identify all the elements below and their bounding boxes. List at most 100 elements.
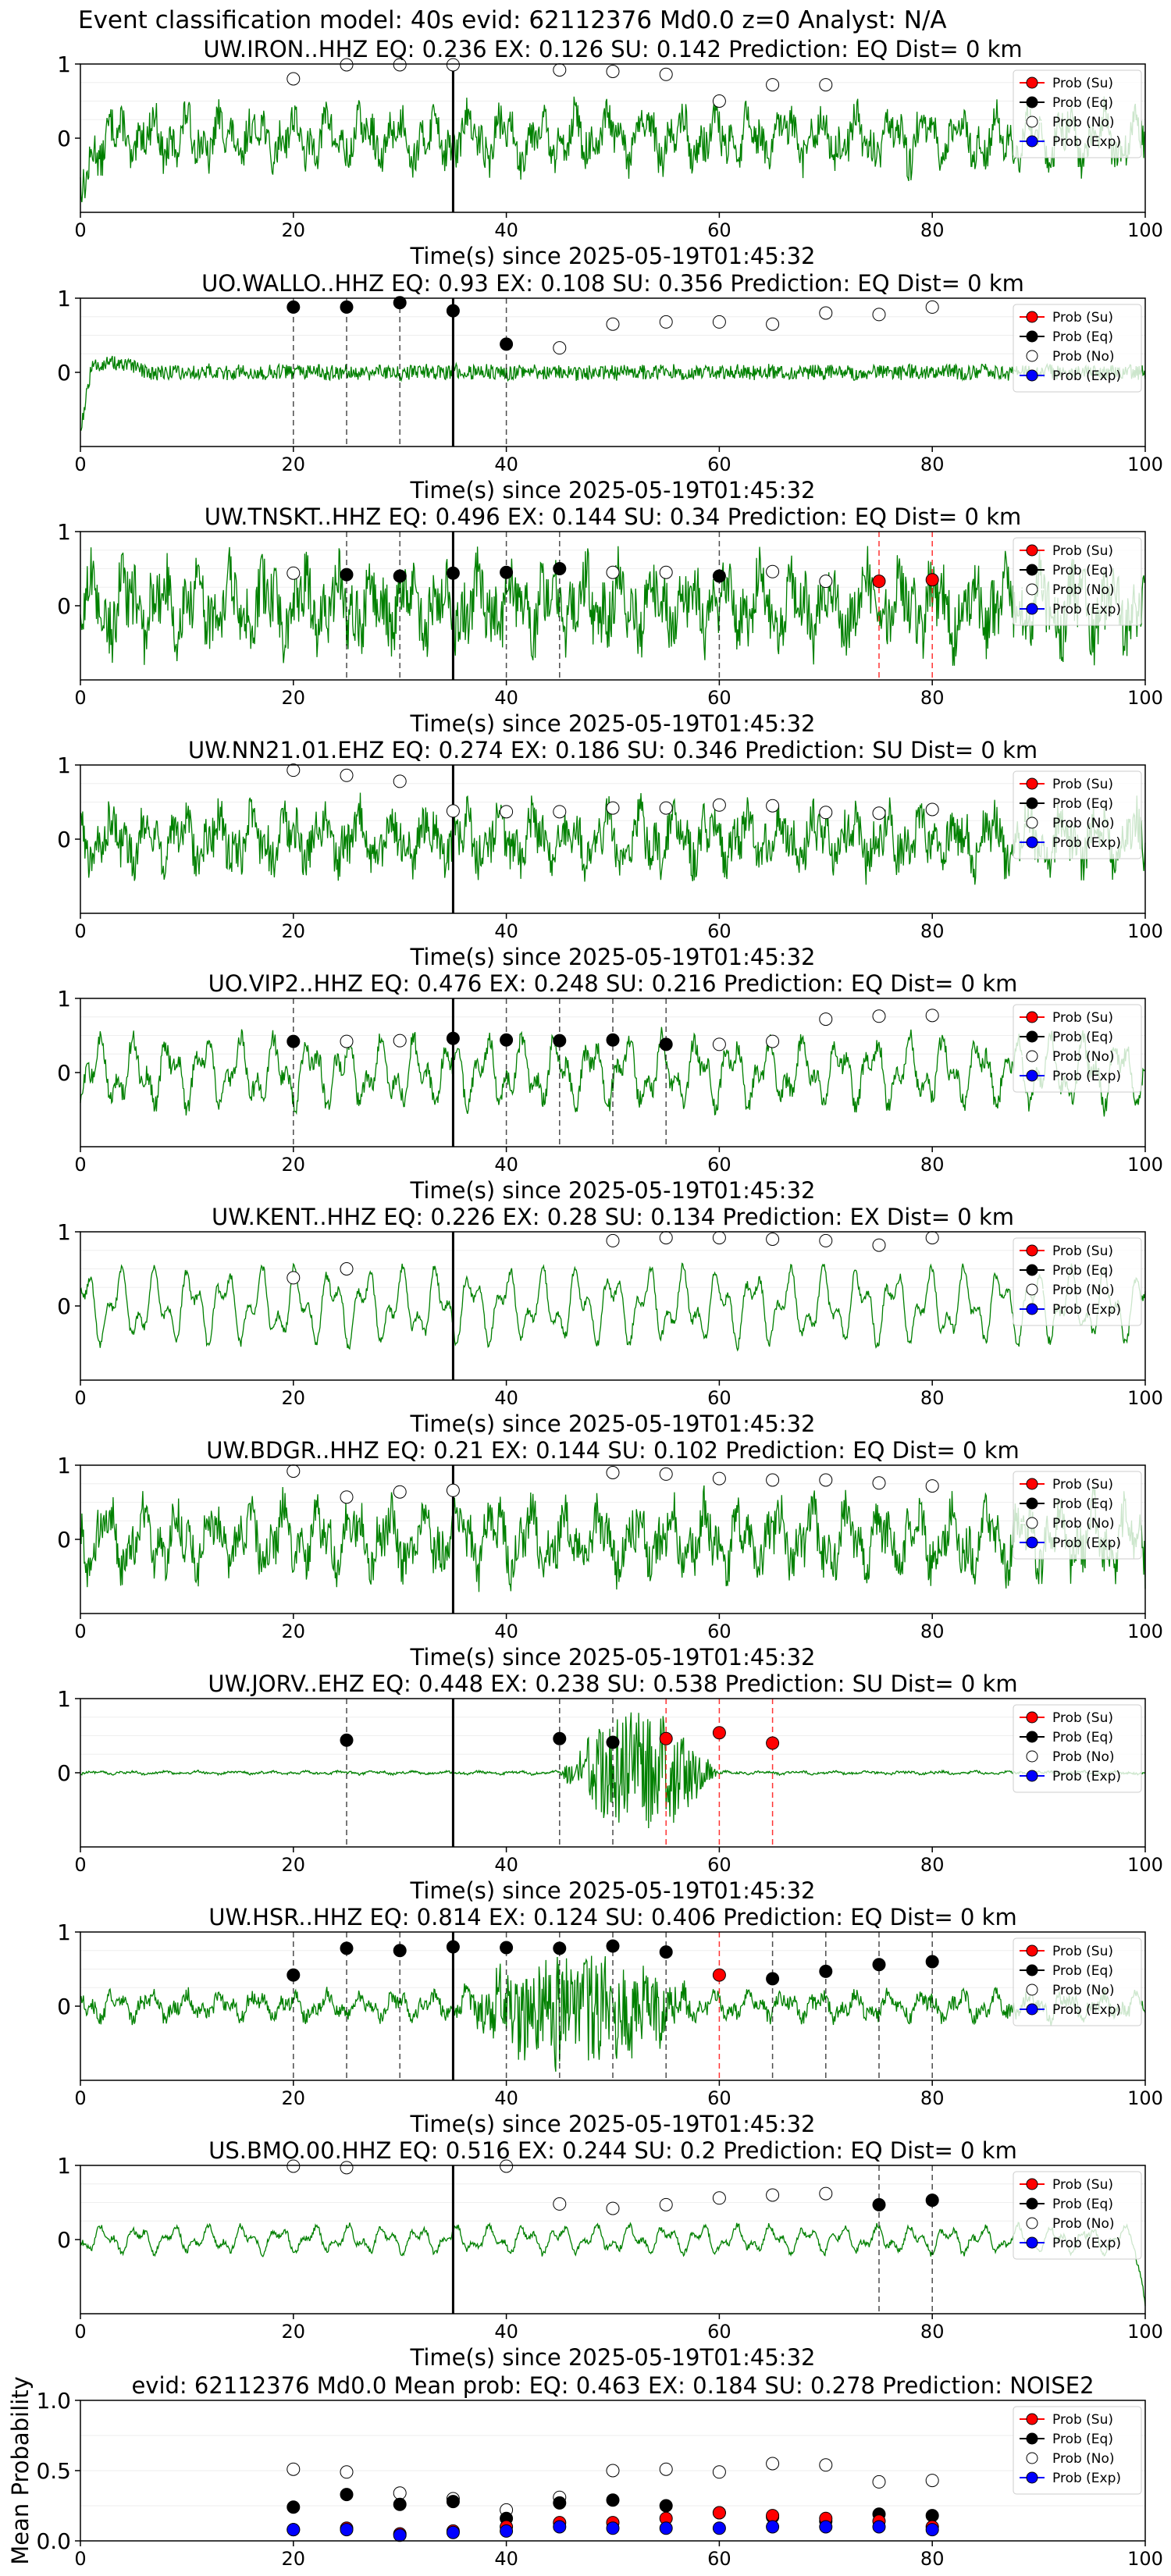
legend-marker xyxy=(1026,1011,1038,1023)
legend-box xyxy=(1013,537,1142,626)
prob-point xyxy=(659,801,673,815)
prob-point xyxy=(287,2462,301,2476)
legend-marker xyxy=(1026,1244,1038,1257)
prob-point xyxy=(393,569,407,583)
prob-point xyxy=(393,2528,407,2542)
prob-point xyxy=(872,1476,886,1490)
x-tick-label: 40 xyxy=(494,2548,518,2570)
legend-label: Prob (Eq) xyxy=(1052,2197,1113,2212)
legend-label: Prob (No) xyxy=(1052,582,1115,598)
prob-point xyxy=(340,2465,354,2479)
legend-box xyxy=(1013,69,1142,158)
x-tick-label: 60 xyxy=(707,1621,731,1642)
legend-label: Prob (Eq) xyxy=(1052,95,1113,111)
x-tick-label: 20 xyxy=(282,920,306,942)
prob-point xyxy=(340,1733,354,1747)
legend-label: Prob (Eq) xyxy=(1052,796,1113,812)
prob-point xyxy=(340,58,354,72)
x-tick-label: 100 xyxy=(1127,2321,1163,2343)
prob-point xyxy=(446,2525,460,2539)
y-tick-label: 0.5 xyxy=(36,2458,71,2484)
prob-point xyxy=(766,1972,780,1986)
legend-marker xyxy=(1026,76,1038,89)
prob-point xyxy=(287,2500,301,2514)
prob-point xyxy=(446,1940,460,1954)
x-tick-label: 80 xyxy=(920,2548,945,2570)
legend-label: Prob (Exp) xyxy=(1052,2236,1121,2251)
panel-title: UO.VIP2..HHZ EQ: 0.476 EX: 0.248 SU: 0.2… xyxy=(208,970,1018,997)
prob-point xyxy=(287,72,301,86)
legend-box xyxy=(1013,1237,1142,1326)
x-tick-label: 60 xyxy=(707,2087,731,2109)
prob-point xyxy=(712,1726,726,1740)
legend-marker xyxy=(1026,1536,1038,1549)
x-tick-label: 20 xyxy=(282,1154,306,1176)
prob-point xyxy=(553,63,567,77)
y-tick-label: 0 xyxy=(57,1293,71,1319)
prob-point xyxy=(340,300,354,314)
x-tick-label: 80 xyxy=(920,454,945,475)
prob-point xyxy=(393,58,407,72)
prob-point xyxy=(393,2486,407,2500)
legend-label: Prob (No) xyxy=(1052,2451,1115,2467)
prob-point xyxy=(872,2475,886,2489)
legend-label: Prob (Su) xyxy=(1052,2412,1113,2428)
prob-point xyxy=(819,306,833,320)
x-tick-label: 60 xyxy=(707,2548,731,2570)
legend-label: Prob (Eq) xyxy=(1052,329,1113,345)
prob-point xyxy=(287,2523,301,2537)
waveform-trace xyxy=(80,2222,1146,2307)
prob-point xyxy=(659,2499,673,2513)
prob-point xyxy=(766,1473,780,1487)
legend-marker xyxy=(1026,1030,1038,1043)
legend-marker xyxy=(1026,1984,1038,1996)
x-tick-label: 80 xyxy=(920,1387,945,1409)
prob-point xyxy=(766,78,780,92)
x-tick-label: 0 xyxy=(74,454,86,475)
prob-point xyxy=(659,1731,673,1745)
legend-marker xyxy=(1026,1964,1038,1976)
prob-point xyxy=(659,1231,673,1245)
x-tick-label: 80 xyxy=(920,1621,945,1642)
legend-label: Prob (Eq) xyxy=(1052,2432,1113,2447)
prob-point xyxy=(819,575,833,589)
legend-label: Prob (Exp) xyxy=(1052,2471,1121,2486)
prob-point xyxy=(340,1941,354,1955)
legend-marker xyxy=(1026,369,1038,382)
prob-point xyxy=(925,573,939,587)
prob-point xyxy=(446,58,460,72)
prob-point xyxy=(712,569,726,583)
x-tick-label: 80 xyxy=(920,920,945,942)
x-axis-label: Time(s) since 2025-05-19T01:45:32 xyxy=(410,243,816,269)
legend-marker xyxy=(1026,330,1038,343)
prob-point xyxy=(340,568,354,582)
panel-title: US.BMO.00.HHZ EQ: 0.516 EX: 0.244 SU: 0.… xyxy=(208,2137,1017,2164)
prob-point xyxy=(712,315,726,329)
x-tick-label: 0 xyxy=(74,1854,86,1876)
y-tick-label: 0 xyxy=(57,360,71,386)
legend-label: Prob (Exp) xyxy=(1052,1769,1121,1784)
prob-point xyxy=(766,799,780,813)
legend-marker xyxy=(1026,544,1038,557)
x-tick-label: 80 xyxy=(920,219,945,241)
y-tick-label: 1 xyxy=(57,1686,71,1712)
prob-point xyxy=(925,802,939,817)
prob-point xyxy=(446,804,460,818)
prob-point xyxy=(712,1231,726,1245)
legend-marker xyxy=(1026,817,1038,829)
legend-marker xyxy=(1026,1711,1038,1724)
prob-point xyxy=(659,1945,673,1959)
legend-label: Prob (Su) xyxy=(1052,2177,1113,2193)
x-axis-label: Time(s) since 2025-05-19T01:45:32 xyxy=(410,477,816,503)
legend-label: Prob (Eq) xyxy=(1052,1030,1113,1045)
prob-point xyxy=(606,317,620,331)
panel-title: UW.IRON..HHZ EQ: 0.236 EX: 0.126 SU: 0.1… xyxy=(203,36,1022,62)
x-tick-label: 80 xyxy=(920,2321,945,2343)
prob-point xyxy=(393,1034,407,1048)
x-tick-label: 0 xyxy=(74,920,86,942)
y-tick-label: 1 xyxy=(57,52,71,77)
prob-point xyxy=(500,805,514,819)
